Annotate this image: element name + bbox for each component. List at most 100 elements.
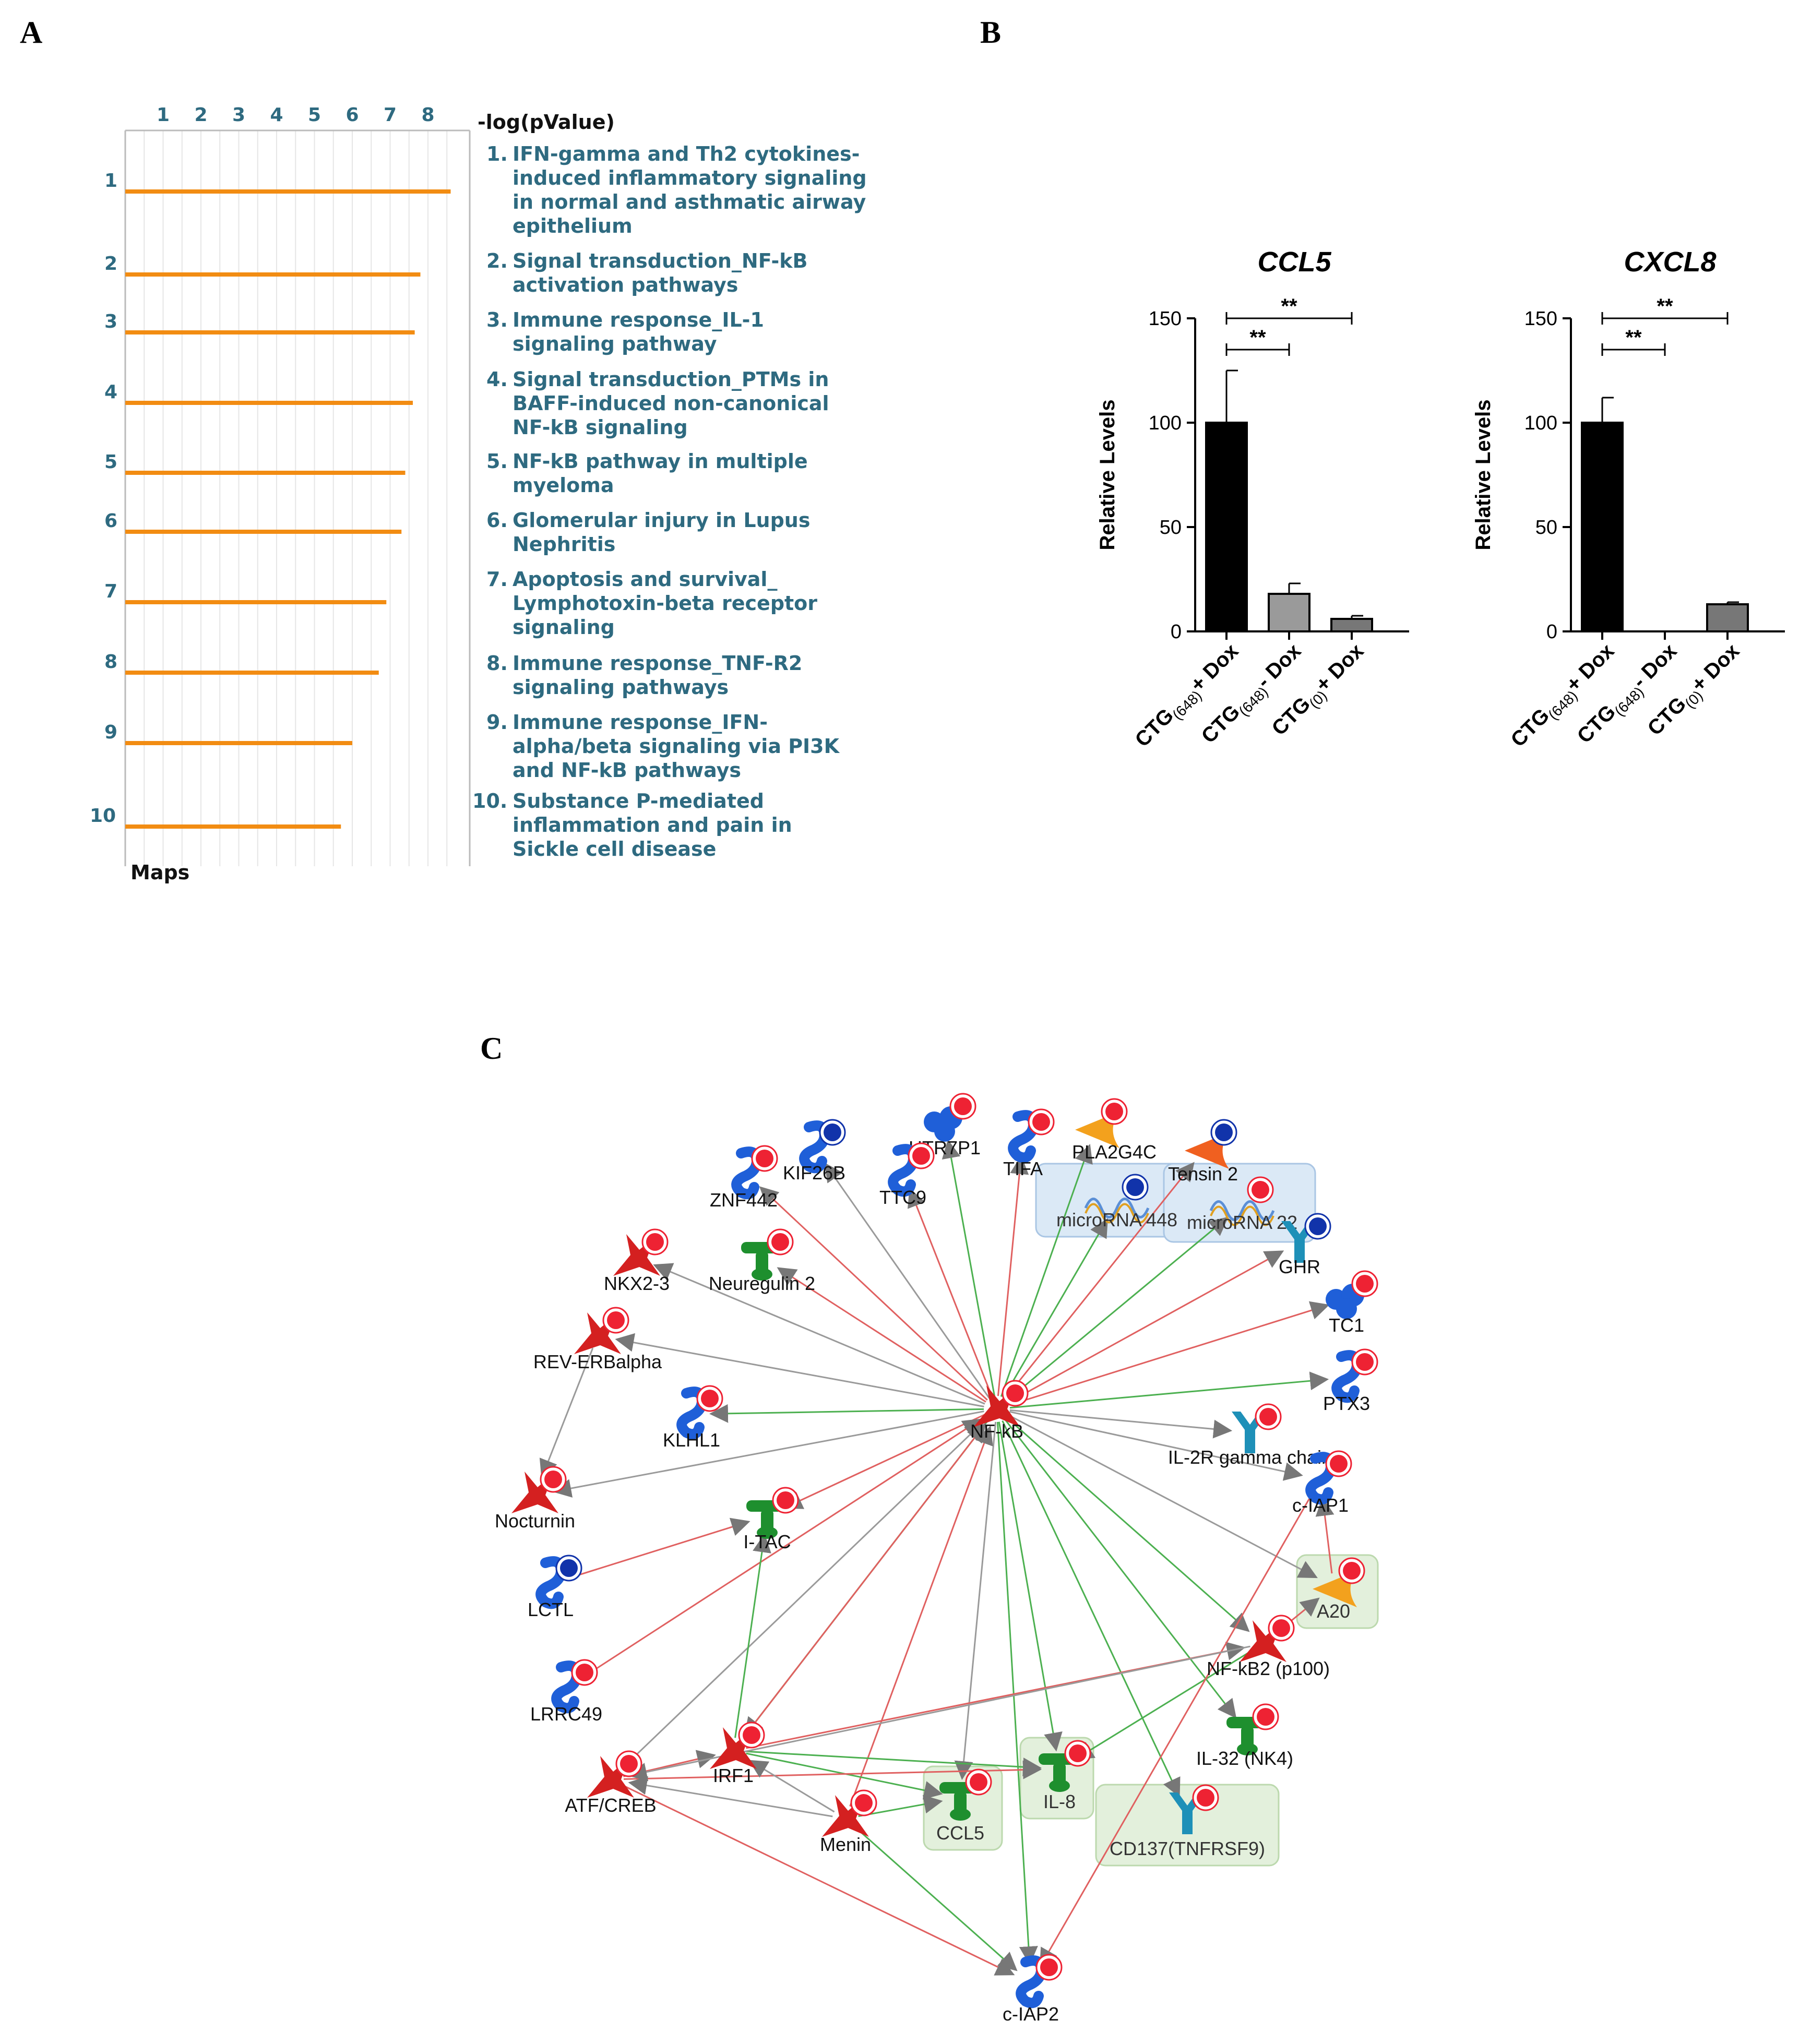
network-node-label: TC1 (1329, 1314, 1364, 1336)
maps-legend-line: Sickle cell disease (513, 838, 716, 860)
expression-dot-icon (1259, 1408, 1277, 1426)
expression-dot-icon (1006, 1384, 1024, 1402)
network-node-label: CD137(TNFRSF9) (1110, 1838, 1265, 1859)
maps-legend-line: Substance P-mediated (513, 790, 764, 812)
cxcl8-y-tick: 100 (1524, 412, 1557, 434)
ccl5-y-tick: 0 (1171, 621, 1182, 643)
expression-dot-icon (777, 1491, 794, 1509)
ccl5-y-tick: 100 (1149, 412, 1182, 434)
maps-x-tick: 2 (194, 104, 207, 126)
maps-row-number: 2 (104, 253, 117, 274)
ccl5-bar-chart: CCL5 Relative Levels 0 50 100 150 CTG(648)+ Do… (1096, 246, 1409, 754)
pathway-maps-chart: 1 2 3 4 5 6 7 8 -log(pValue) 1 2 3 4 5 6 7 8 9 10 1. IFN-… (90, 104, 867, 884)
expression-dot-icon (824, 1123, 841, 1141)
ligand-icon (954, 1791, 967, 1813)
maps-legend-line: Glomerular injury in Lupus (513, 509, 810, 532)
network-edge (552, 1411, 984, 1498)
panel-label-a: A (20, 15, 43, 50)
microrna-icon (1209, 1200, 1275, 1221)
expression-dot-icon (1356, 1353, 1374, 1371)
network-node-label: I-TAC (743, 1531, 791, 1552)
ccl5-x-tick: CTG(648)+ Dox (1131, 639, 1246, 754)
expression-dot-icon (756, 1150, 773, 1167)
maps-legend-line: Immune response_IL-1 (513, 308, 764, 331)
expression-dot-icon (1215, 1123, 1233, 1141)
network-edge (653, 1263, 985, 1405)
maps-row-number: 1 (104, 170, 117, 192)
maps-legend-line: alpha/beta signaling via PI3K (513, 735, 840, 758)
maps-bar (125, 272, 421, 277)
network-node-label: Nocturnin (495, 1510, 575, 1532)
receptor-icon (934, 1121, 955, 1142)
ligand-icon (761, 1510, 773, 1532)
network-node: LRRC49 (530, 1659, 602, 1725)
network-edge (748, 1760, 835, 1813)
cxcl8-y-tick: 50 (1535, 517, 1557, 539)
network-edge (1008, 1414, 1318, 1579)
network-node-label: PTX3 (1323, 1393, 1370, 1414)
maps-legend-number: 9. (486, 711, 508, 734)
network-node-label: microRNA 448 (1056, 1209, 1177, 1230)
network-edge (539, 1347, 594, 1479)
network-edge (619, 1421, 984, 1771)
network-node: IL-32 (NK4) (1196, 1703, 1293, 1769)
network-node-label: A20 (1317, 1600, 1350, 1622)
ccl5-y-label: Relative Levels (1096, 399, 1119, 550)
expression-dot-icon (855, 1794, 873, 1812)
cxcl8-sig-label: ** (1657, 295, 1673, 318)
network-node-label: LCTL (528, 1599, 574, 1620)
maps-x-tick: 8 (421, 104, 434, 126)
maps-legend-item: 4. Signal transduction_PTMs inBAFF-induce… (486, 368, 829, 439)
network-node: Nocturnin (495, 1466, 575, 1532)
maps-legend-line: inflammation and pain in (513, 814, 792, 836)
network-node-label: ATF/CREB (565, 1795, 656, 1816)
maps-bar (125, 330, 415, 334)
expression-dot-icon (743, 1726, 760, 1744)
maps-legend-number: 7. (486, 568, 508, 591)
network-node: NF-kB2 (p100) (1207, 1615, 1330, 1679)
microrna-icon (1085, 1203, 1149, 1224)
expression-dot-icon (771, 1233, 789, 1251)
maps-row-number: 7 (104, 581, 117, 602)
ccl5-bar (1205, 422, 1248, 632)
network-node-label: Menin (820, 1834, 871, 1855)
network-node-label: KLHL1 (663, 1429, 720, 1451)
maps-bar (125, 401, 413, 405)
microrna-icon (1210, 1205, 1274, 1226)
network-node: Menin (820, 1789, 877, 1855)
panel-label-b: B (980, 15, 1002, 50)
ligand-icon (757, 1526, 778, 1539)
maps-legend-number: 2. (486, 249, 508, 272)
network-node: I-TAC (743, 1487, 799, 1552)
maps-legend-line: Nephritis (513, 533, 615, 556)
ccl5-sig-label: ** (1281, 295, 1297, 318)
network-node: GHR (1279, 1213, 1331, 1277)
ligand-icon (1049, 1779, 1070, 1792)
network-edge (1000, 1144, 1093, 1397)
maps-bar (125, 471, 406, 475)
network-node: IL-2R gamma chain (1168, 1403, 1332, 1468)
network-node-label: IL-8 (1043, 1791, 1076, 1812)
maps-bar (125, 671, 379, 675)
network-node: Neuregulin 2 (709, 1228, 815, 1294)
network-edge (577, 1418, 982, 1682)
maps-x-tick: 7 (384, 104, 397, 126)
network-edge (1006, 1417, 1250, 1632)
network-edge (746, 1750, 1042, 1777)
network-node: KIF26B (783, 1119, 846, 1184)
network-node: NKX2-3 (604, 1228, 670, 1294)
maps-row-number: 8 (104, 651, 117, 673)
network-node-label: LRRC49 (530, 1703, 602, 1725)
network-node: PTX3 (1323, 1348, 1378, 1414)
network-edge (1008, 1250, 1284, 1404)
maps-row-number: 3 (104, 311, 117, 332)
maps-x-tick: 5 (308, 104, 321, 126)
network-edge (563, 1517, 750, 1581)
network-node-label: c-IAP2 (1003, 2003, 1059, 2025)
network-node: TTC9 (879, 1142, 935, 1208)
network-node: c-IAP1 (1292, 1450, 1352, 1516)
network-edge (622, 1784, 1015, 1976)
